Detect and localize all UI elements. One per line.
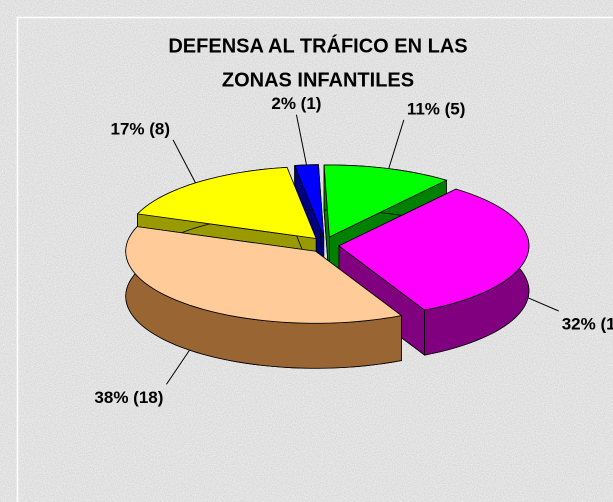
data-label: 2% (1) — [271, 94, 321, 113]
data-label: 11% (5) — [407, 99, 466, 118]
slice-top — [125, 226, 403, 324]
slice-top — [338, 188, 530, 311]
leader-line — [388, 119, 405, 169]
leader-line — [166, 349, 190, 385]
frame — [16, 16, 613, 502]
chart-title: ZONAS INFANTILES — [222, 69, 414, 91]
data-label: 38% (18) — [94, 388, 163, 407]
slice-top — [294, 164, 325, 237]
chart-title: DEFENSA AL TRÁFICO EN LAS — [168, 34, 467, 57]
data-label: 32% (15) — [562, 314, 613, 333]
pie-slice — [125, 225, 403, 369]
data-label: 17% (8) — [111, 119, 171, 138]
leader-line — [172, 139, 196, 184]
leader-line — [295, 114, 308, 166]
leader-line — [527, 297, 559, 312]
